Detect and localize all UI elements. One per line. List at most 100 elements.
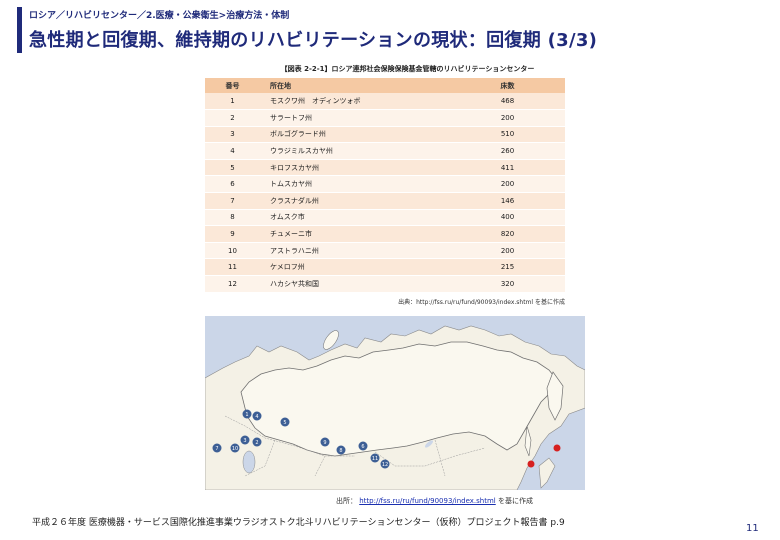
cell-number: 2	[205, 109, 260, 127]
vladivostok-highlight-marker	[527, 460, 535, 468]
cell-beds: 820	[450, 225, 565, 243]
cell-location: アストラハニ州	[260, 242, 450, 260]
marker-label: 11	[372, 456, 378, 462]
map-source-note: 出所： http://fss.ru/ru/fund/90093/index.sh…	[336, 496, 533, 506]
table-row: 4 ウラジミルスカヤ州 260	[205, 142, 565, 160]
marker-label: 2	[255, 440, 258, 446]
cell-location: チュメーニ市	[260, 225, 450, 243]
cell-beds: 411	[450, 159, 565, 177]
rehab-center-table-figure: 【図表 2-2-1】ロシア連邦社会保険保険基金管轄のリハビリテーションセンター …	[205, 62, 570, 306]
center-marker-8: 8	[336, 445, 346, 455]
kamchatka-highlight-marker	[553, 444, 561, 452]
russia-map: 1 2 3 4 5 6 7 8 9 10 11 12	[205, 316, 585, 490]
center-marker-3: 3	[240, 435, 250, 445]
cell-beds: 320	[450, 275, 565, 293]
cell-beds: 260	[450, 142, 565, 160]
table-title: 【図表 2-2-1】ロシア連邦社会保険保険基金管轄のリハビリテーションセンター	[280, 65, 535, 73]
kamchatka-peninsula	[546, 371, 564, 421]
center-marker-6: 6	[358, 441, 368, 451]
cell-number: 7	[205, 192, 260, 210]
cell-beds: 200	[450, 175, 565, 194]
table-header-row: 番号 所在地 床数	[205, 78, 565, 93]
table-row: 9 チュメーニ市 820	[205, 225, 565, 243]
cell-beds: 200	[450, 109, 565, 127]
center-marker-11: 11	[370, 453, 380, 463]
cell-beds: 215	[450, 258, 565, 277]
table-row: 11 ケメロフ州 215	[205, 258, 565, 277]
cell-location: キロフスカヤ州	[260, 159, 450, 177]
cell-location: モスクワ州 オディンツォボ	[260, 93, 450, 111]
page-number: 11	[746, 523, 759, 534]
column-header-beds: 床数	[450, 78, 565, 93]
cell-location: クラスナダル州	[260, 192, 450, 210]
russia-territory	[240, 341, 558, 457]
cell-number: 1	[205, 93, 260, 111]
map-source-suffix: を基に作成	[497, 497, 533, 505]
map-source-prefix: 出所：	[336, 497, 357, 505]
marker-label: 8	[339, 448, 342, 454]
cell-location: オムスク市	[260, 209, 450, 227]
cell-number: 10	[205, 242, 260, 260]
marker-label: 4	[255, 414, 258, 420]
cell-location: ウラジミルスカヤ州	[260, 142, 450, 160]
table-row: 2 サラートフ州 200	[205, 109, 565, 127]
cell-number: 5	[205, 159, 260, 177]
center-marker-5: 5	[280, 417, 290, 427]
cell-location: サラートフ州	[260, 109, 450, 127]
center-marker-2: 2	[252, 437, 262, 447]
marker-label: 3	[243, 438, 246, 444]
marker-label: 12	[382, 462, 388, 468]
table-row: 3 ボルゴグラード州 510	[205, 126, 565, 144]
table-row: 6 トムスカヤ州 200	[205, 175, 565, 194]
table-row: 8 オムスク市 400	[205, 209, 565, 227]
cell-location: ボルゴグラード州	[260, 126, 450, 144]
table-source-note: 出典：http://fss.ru/ru/fund/90093/index.sht…	[398, 298, 565, 306]
cell-number: 6	[205, 175, 260, 194]
center-marker-10: 10	[230, 443, 240, 453]
page-title: 急性期と回復期、維持期のリハビリテーションの現状：回復期 (3/3)	[29, 30, 598, 51]
table-row: 1 モスクワ州 オディンツォボ 468	[205, 93, 565, 111]
marker-label: 6	[361, 444, 364, 450]
novaya-zemlya	[323, 330, 339, 350]
cell-number: 4	[205, 142, 260, 160]
table-row: 12 ハカシヤ共和国 320	[205, 275, 565, 293]
report-citation: 平成２６年度 医療機器・サービス国際化推進事業ウラジオストク北斗リハビリテーショ…	[32, 518, 565, 528]
cell-beds: 510	[450, 126, 565, 144]
cell-number: 3	[205, 126, 260, 144]
cell-location: ケメロフ州	[260, 258, 450, 277]
marker-label: 7	[215, 446, 218, 452]
table-row: 10 アストラハニ州 200	[205, 242, 565, 260]
table-row: 7 クラスナダル州 146	[205, 192, 565, 210]
cell-number: 12	[205, 275, 260, 293]
column-header-location: 所在地	[260, 78, 450, 93]
center-marker-9: 9	[320, 437, 330, 447]
caspian-sea	[242, 450, 256, 474]
cell-beds: 468	[450, 93, 565, 111]
table-row: 5 キロフスカヤ州 411	[205, 159, 565, 177]
marker-label: 9	[323, 440, 326, 446]
cell-number: 8	[205, 209, 260, 227]
map-source-link[interactable]: http://fss.ru/ru/fund/90093/index.shtml	[359, 497, 496, 505]
center-marker-1: 1	[242, 409, 252, 419]
cell-beds: 400	[450, 209, 565, 227]
column-header-number: 番号	[205, 78, 260, 93]
cell-location: ハカシヤ共和国	[260, 275, 450, 293]
russia-map-graphic: 1 2 3 4 5 6 7 8 9 10 11 12	[205, 316, 585, 490]
breadcrumb: ロシア／リハビリセンター／2.医療・公衆衛生>治療方法・体制	[29, 11, 290, 21]
japan-islands	[538, 457, 556, 489]
marker-label: 1	[245, 412, 248, 418]
lake-baikal	[424, 440, 434, 448]
cell-location: トムスカヤ州	[260, 175, 450, 194]
rehab-center-table: 番号 所在地 床数 1 モスクワ州 オディンツォボ 468 2 サラートフ州 200 3…	[205, 78, 565, 293]
center-marker-7: 7	[212, 443, 222, 453]
cell-beds: 200	[450, 242, 565, 260]
cell-beds: 146	[450, 192, 565, 210]
marker-label: 5	[283, 420, 286, 426]
center-marker-4: 4	[252, 411, 262, 421]
country-borders	[224, 415, 486, 477]
cell-number: 11	[205, 258, 260, 277]
sakhalin-island	[524, 425, 532, 457]
marker-label: 10	[232, 446, 238, 452]
title-accent-bar	[17, 7, 22, 53]
center-marker-12: 12	[380, 459, 390, 469]
